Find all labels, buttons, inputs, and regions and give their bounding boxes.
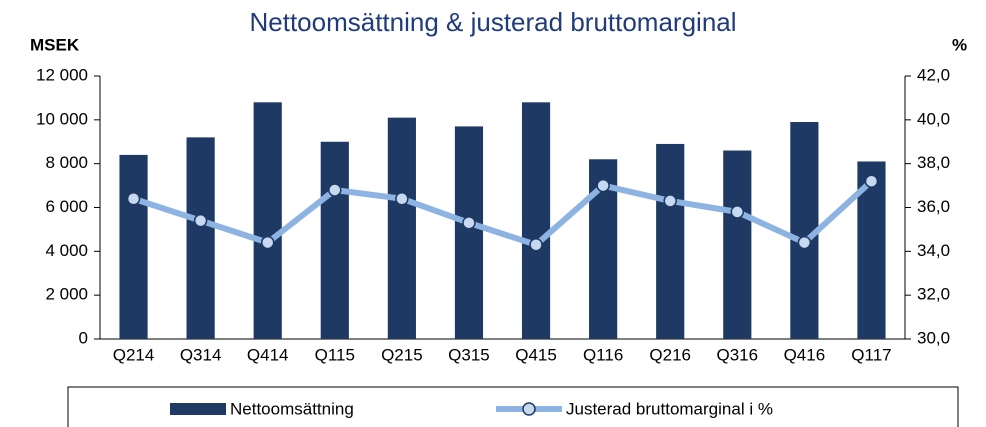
- x-tick-label: Q314: [180, 345, 222, 364]
- y2-tick-label: 32,0: [917, 285, 950, 304]
- y2-tick-label: 40,0: [917, 109, 950, 128]
- line-marker: [596, 178, 610, 193]
- line-marker: [663, 194, 677, 208]
- y-tick-label: 12 000: [36, 65, 88, 84]
- bar: [723, 150, 752, 339]
- legend-label: Nettoomsättning: [230, 399, 354, 418]
- x-tick-label: Q315: [448, 345, 490, 364]
- bar: [656, 143, 685, 339]
- y-tick-label: 4 000: [45, 241, 88, 260]
- legend-label: Justerad bruttomarginal i %: [566, 399, 773, 418]
- x-tick-label: Q316: [716, 345, 758, 364]
- line: [132, 178, 874, 248]
- x-tick-label: Q117: [851, 345, 891, 364]
- bar: [320, 141, 349, 339]
- y-tick-label: 10 000: [36, 109, 88, 128]
- bar: [387, 117, 416, 340]
- x-tick-label: Q216: [649, 345, 691, 364]
- line-marker: [529, 238, 543, 252]
- line-marker: [797, 235, 812, 250]
- y2-tick-label: 30,0: [917, 328, 950, 347]
- y-tick-label: 6 000: [45, 197, 88, 216]
- line-marker: [126, 191, 141, 206]
- x-tick-label: Q416: [784, 345, 826, 364]
- x-tick-label: Q115: [315, 345, 355, 364]
- y-tick-label: 0: [79, 328, 88, 347]
- line-marker: [395, 191, 409, 206]
- line-marker: [193, 213, 208, 228]
- x-tick-label: Q214: [113, 345, 155, 364]
- bar: [454, 126, 484, 340]
- x-tick-label: Q414: [247, 345, 289, 364]
- y2-tick-label: 42,0: [917, 65, 950, 84]
- legend-swatch: [170, 403, 226, 415]
- chart-title: Nettoomsättning & justerad bruttomargina…: [249, 7, 736, 37]
- bar: [119, 154, 148, 339]
- line-marker: [328, 183, 342, 197]
- line-marker: [462, 216, 476, 230]
- y2-tick-label: 38,0: [917, 153, 950, 172]
- line-marker: [864, 174, 879, 188]
- y2-tick-label: 34,0: [917, 241, 950, 260]
- y-axis-unit: MSEK: [30, 35, 80, 54]
- bar: [253, 102, 282, 339]
- y-tick-label: 8 000: [45, 153, 88, 172]
- x-tick-label: Q415: [515, 345, 557, 364]
- x-tick-label: Q215: [381, 345, 423, 364]
- line-marker: [730, 205, 745, 219]
- y2-axis-unit: %: [952, 35, 967, 54]
- bar: [186, 137, 215, 339]
- line-marker: [260, 235, 275, 250]
- legend-marker: [522, 402, 536, 416]
- y2-tick-label: 36,0: [917, 197, 950, 216]
- x-tick-label: Q116: [583, 345, 623, 364]
- bar: [521, 102, 551, 339]
- y-tick-label: 2 000: [45, 285, 88, 304]
